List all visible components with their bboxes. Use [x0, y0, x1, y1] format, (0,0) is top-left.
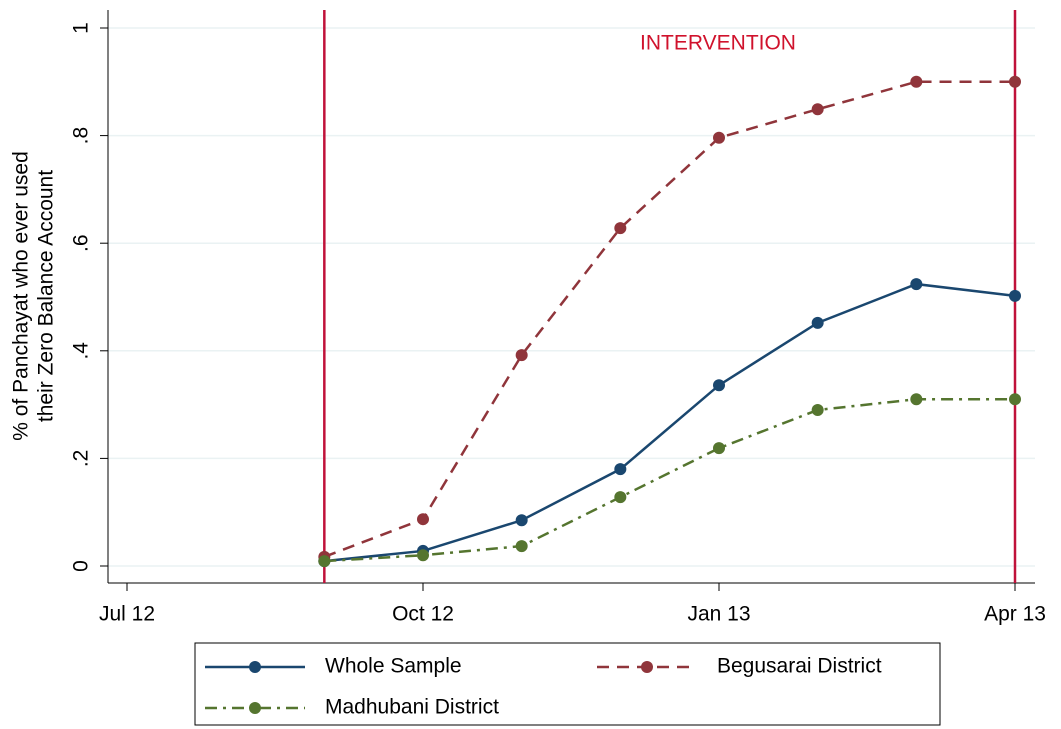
legend-label: Begusarai District: [717, 655, 882, 678]
y-axis-title: their Zero Balance Account: [35, 170, 58, 422]
data-point: [811, 316, 824, 329]
y-tick-label: .8: [70, 127, 93, 145]
data-point: [1009, 289, 1021, 302]
data-point: [811, 103, 824, 116]
x-tick-label: Jan 13: [687, 603, 750, 626]
x-tick-label: Oct 12: [392, 603, 454, 626]
data-point: [1009, 75, 1021, 88]
data-point: [713, 131, 725, 144]
data-point: [318, 555, 331, 568]
data-point: [811, 403, 824, 416]
data-point: [910, 278, 923, 291]
legend-marker: [249, 702, 261, 714]
y-tick-label: .6: [70, 234, 93, 252]
x-tick-label: Jul 12: [99, 603, 155, 626]
legend-label: Whole Sample: [325, 655, 462, 678]
data-point: [614, 463, 627, 476]
data-point: [713, 442, 725, 455]
data-point: [910, 75, 923, 88]
data-point: [1009, 393, 1021, 406]
data-point: [713, 379, 725, 392]
y-tick-label: .4: [70, 342, 93, 360]
series-line: [323, 80, 1015, 559]
y-tick-label: .2: [70, 450, 93, 468]
data-point: [417, 513, 429, 526]
y-axis-title: % of Panchayat who ever used: [10, 151, 33, 441]
legend-box: [194, 642, 941, 726]
data-point: [515, 540, 528, 553]
data-point: [515, 349, 528, 362]
data-point: [910, 393, 923, 406]
y-tick-label: 0: [70, 560, 93, 572]
y-tick-label: 1: [70, 22, 93, 34]
annotation: INTERVENTION: [640, 32, 796, 55]
series-line: [324, 397, 1015, 563]
series-line: [324, 282, 1016, 563]
data-point: [515, 514, 528, 527]
legend-marker: [249, 661, 261, 673]
data-point: [417, 549, 429, 562]
x-tick-label: Apr 13: [984, 603, 1046, 626]
data-point: [614, 491, 627, 504]
data-point: [614, 222, 627, 235]
legend-label: Madhubani District: [325, 696, 499, 719]
legend-marker: [641, 661, 653, 673]
